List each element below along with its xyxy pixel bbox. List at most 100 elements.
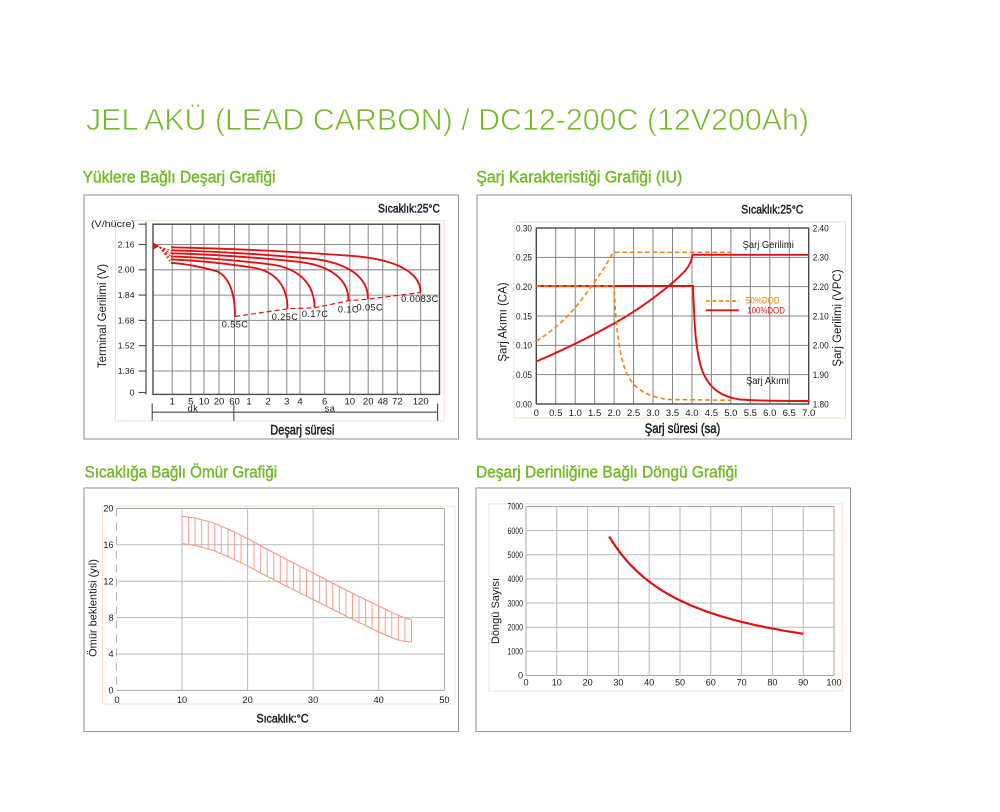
svg-text:5.0: 5.0 xyxy=(724,408,737,419)
svg-text:sa: sa xyxy=(325,404,336,414)
svg-text:2.00: 2.00 xyxy=(118,265,135,275)
svg-text:4: 4 xyxy=(297,397,302,408)
svg-text:2.5: 2.5 xyxy=(627,408,640,419)
svg-text:0: 0 xyxy=(523,678,528,688)
svg-text:30: 30 xyxy=(613,678,623,688)
svg-text:0.15: 0.15 xyxy=(516,311,532,321)
svg-text:100%DOD: 100%DOD xyxy=(747,305,785,315)
svg-text:30: 30 xyxy=(308,695,318,705)
svg-text:Şarj Karakteristiği Grafiği (I: Şarj Karakteristiği Grafiği (IU) xyxy=(476,168,682,186)
svg-text:0.17C: 0.17C xyxy=(302,309,329,319)
svg-text:2.30: 2.30 xyxy=(813,253,829,263)
svg-text:6000: 6000 xyxy=(508,526,524,536)
svg-text:80: 80 xyxy=(767,678,777,688)
svg-text:Terminal Gerilimi (V): Terminal Gerilimi (V) xyxy=(97,264,109,368)
svg-text:1.90: 1.90 xyxy=(813,370,829,380)
svg-text:70: 70 xyxy=(737,678,747,688)
svg-text:dk: dk xyxy=(188,404,199,414)
svg-text:60: 60 xyxy=(706,678,716,688)
svg-text:1.52: 1.52 xyxy=(118,341,135,351)
svg-text:0.5: 0.5 xyxy=(549,408,562,419)
svg-text:0: 0 xyxy=(108,686,113,696)
svg-text:6: 6 xyxy=(322,397,327,408)
svg-text:Şarj Gerilimi: Şarj Gerilimi xyxy=(743,240,794,251)
svg-text:72: 72 xyxy=(392,397,403,408)
svg-text:0.10: 0.10 xyxy=(516,341,532,351)
svg-text:7.0: 7.0 xyxy=(802,408,815,419)
svg-text:100: 100 xyxy=(826,678,841,688)
svg-text:7000: 7000 xyxy=(508,502,524,512)
svg-text:1: 1 xyxy=(170,397,175,408)
svg-text:60: 60 xyxy=(229,397,240,408)
svg-text:Sıcaklık:25°C: Sıcaklık:25°C xyxy=(741,203,803,217)
svg-text:1: 1 xyxy=(246,397,251,408)
svg-text:2.0: 2.0 xyxy=(608,408,621,419)
svg-text:Deşarj süresi: Deşarj süresi xyxy=(270,422,334,438)
svg-text:8: 8 xyxy=(108,613,113,623)
svg-text:1.80: 1.80 xyxy=(813,399,829,409)
svg-text:6.5: 6.5 xyxy=(783,408,796,419)
svg-text:Döngü Sayısı: Döngü Sayısı xyxy=(490,578,502,644)
svg-text:Şarj Gerilimi (VPC): Şarj Gerilimi (VPC) xyxy=(832,269,844,366)
svg-text:JEL AKÜ (LEAD CARBON) / DC12-2: JEL AKÜ (LEAD CARBON) / DC12-200C (12V20… xyxy=(86,102,809,137)
svg-text:4000: 4000 xyxy=(508,574,524,584)
svg-text:50: 50 xyxy=(675,678,685,688)
svg-text:1.84: 1.84 xyxy=(118,290,135,300)
svg-text:Sıcaklığa Bağlı Ömür Grafiği: Sıcaklığa Bağlı Ömür Grafiği xyxy=(85,463,278,481)
svg-text:40: 40 xyxy=(374,695,384,705)
svg-text:2.20: 2.20 xyxy=(813,282,829,292)
svg-text:0.30: 0.30 xyxy=(516,223,532,233)
svg-text:3: 3 xyxy=(284,397,289,408)
svg-text:0: 0 xyxy=(534,408,539,419)
svg-text:4: 4 xyxy=(108,649,113,659)
svg-text:10: 10 xyxy=(552,678,562,688)
svg-text:0.20: 0.20 xyxy=(516,282,532,292)
svg-text:0: 0 xyxy=(130,387,135,397)
svg-text:90: 90 xyxy=(798,678,808,688)
svg-text:1.36: 1.36 xyxy=(118,366,135,376)
svg-text:1.68: 1.68 xyxy=(118,315,135,325)
svg-text:20: 20 xyxy=(363,397,374,408)
svg-text:5000: 5000 xyxy=(508,550,524,560)
svg-text:0: 0 xyxy=(114,695,119,705)
svg-text:20: 20 xyxy=(242,695,252,705)
svg-text:3000: 3000 xyxy=(508,598,524,608)
svg-text:Sıcaklık:25°C: Sıcaklık:25°C xyxy=(378,201,440,215)
svg-text:6.0: 6.0 xyxy=(763,408,776,419)
svg-text:2.10: 2.10 xyxy=(813,311,829,321)
svg-text:12: 12 xyxy=(103,576,113,586)
svg-text:(V/hücre): (V/hücre) xyxy=(91,219,135,229)
svg-text:0.0083C: 0.0083C xyxy=(401,294,439,304)
svg-text:1.5: 1.5 xyxy=(588,408,601,419)
svg-text:0.25C: 0.25C xyxy=(272,312,299,322)
svg-text:2000: 2000 xyxy=(508,622,524,632)
svg-text:3.5: 3.5 xyxy=(666,408,679,419)
svg-text:Ömür beklentisi (yıl): Ömür beklentisi (yıl) xyxy=(88,559,100,657)
svg-text:Yüklere Bağlı Deşarj Grafiği: Yüklere Bağlı Deşarj Grafiği xyxy=(83,168,276,186)
svg-text:Şarj Akımı (CA): Şarj Akımı (CA) xyxy=(498,282,510,361)
svg-text:5: 5 xyxy=(188,397,193,408)
svg-text:2.16: 2.16 xyxy=(118,239,135,249)
svg-text:16: 16 xyxy=(103,540,113,550)
svg-text:20: 20 xyxy=(214,397,225,408)
svg-text:120: 120 xyxy=(413,397,429,408)
svg-text:20: 20 xyxy=(583,678,593,688)
svg-text:Şarj Akımı: Şarj Akımı xyxy=(746,376,789,387)
svg-text:0.05: 0.05 xyxy=(516,370,532,380)
svg-text:Deşarj Derinliğine Bağlı Döngü: Deşarj Derinliğine Bağlı Döngü Grafiği xyxy=(476,463,738,481)
svg-text:48: 48 xyxy=(378,397,389,408)
svg-text:0.00: 0.00 xyxy=(516,399,532,409)
svg-text:2: 2 xyxy=(266,397,271,408)
svg-text:2.00: 2.00 xyxy=(813,341,829,351)
svg-text:1000: 1000 xyxy=(508,647,524,657)
svg-text:0.55C: 0.55C xyxy=(222,320,249,330)
svg-text:4.0: 4.0 xyxy=(685,408,698,419)
svg-text:10: 10 xyxy=(199,397,210,408)
svg-text:Sıcaklık:°C: Sıcaklık:°C xyxy=(257,712,309,726)
svg-text:10: 10 xyxy=(177,695,187,705)
svg-text:1.0: 1.0 xyxy=(569,408,582,419)
svg-text:3.0: 3.0 xyxy=(646,408,659,419)
svg-text:20: 20 xyxy=(103,504,113,514)
svg-text:0.25: 0.25 xyxy=(516,253,532,263)
svg-text:10: 10 xyxy=(345,397,356,408)
